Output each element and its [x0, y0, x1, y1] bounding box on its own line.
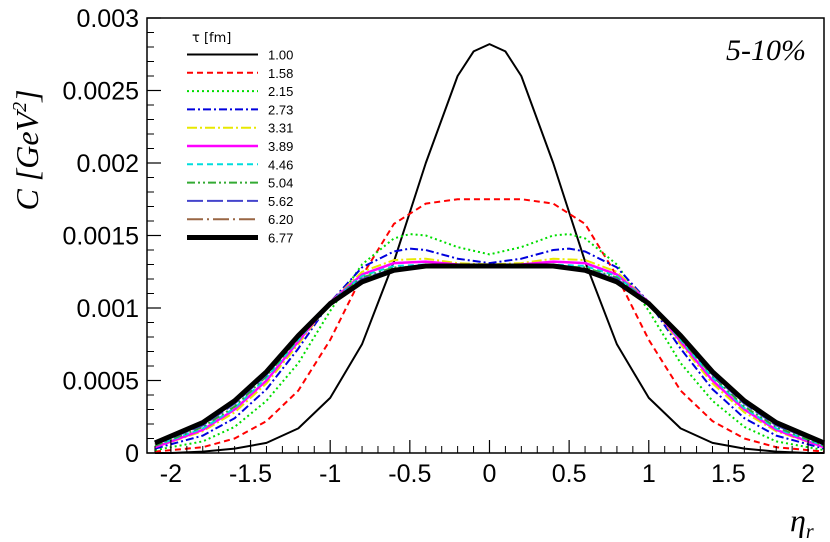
series-line-3: [154, 233, 825, 452]
y-axis-bracket-close: ]: [9, 89, 45, 102]
x-tick-label: 0.5: [552, 460, 587, 488]
series-layer: [154, 43, 825, 454]
legend-label-6: 3.89: [268, 139, 293, 154]
x-axis-subscript: r: [806, 521, 814, 542]
y-axis-title: C [GeV2]: [9, 89, 45, 210]
y-tick-label: 0.003: [76, 5, 139, 33]
legend-title: τ [fm]: [192, 31, 231, 46]
series-line-5: [154, 257, 825, 449]
legend-label-2: 1.58: [268, 66, 293, 81]
series-line-1: [155, 43, 824, 454]
x-tick-label: 0: [483, 460, 497, 488]
y-axis-bracket-open: [: [9, 167, 45, 181]
y-tick-label: 0.0015: [63, 223, 139, 251]
legend-label-5: 3.31: [268, 121, 293, 136]
x-tick-label: 1: [642, 460, 656, 488]
y-tick-label: 0.0025: [63, 78, 139, 106]
series-line-2: [154, 198, 825, 453]
legend-label-8: 5.04: [268, 176, 293, 191]
y-tick-label: 0.002: [76, 150, 139, 178]
x-tick-label: -1.5: [229, 460, 272, 488]
y-tick-label: 0: [125, 440, 139, 468]
x-tick-label: -2: [160, 460, 182, 488]
x-tick-label: -1: [319, 460, 341, 488]
legend: τ [fm] 1.00 1.58 2.15 2.73 3.31 3.89 4.46 5.04 5…: [187, 31, 293, 246]
legend-label-10: 6.20: [268, 212, 293, 227]
series-line-11: [154, 263, 825, 446]
annotation-centrality: 5-10%: [726, 34, 806, 67]
legend-label-4: 2.73: [268, 102, 293, 117]
x-tick-label: -0.5: [388, 460, 431, 488]
y-tick-label: 0.001: [76, 295, 139, 323]
y-axis-unit: GeV: [9, 108, 45, 168]
legend-label-3: 2.15: [268, 84, 293, 99]
y-tick-label: 0.0005: [63, 368, 139, 396]
y-axis-symbol: C: [9, 181, 45, 210]
legend-label-11: 6.77: [268, 231, 293, 246]
legend-label-7: 4.46: [268, 157, 293, 172]
x-axis-title: ηr: [790, 502, 814, 542]
series-line-4: [154, 247, 825, 450]
legend-label-9: 5.62: [268, 194, 293, 209]
ticks-layer: -2 -1.5 -1 -0.5 0 0.5 1 1.5 2 0 0.0005 0.001 0.0015 0…: [63, 5, 825, 488]
legend-label-1: 1.00: [268, 48, 293, 63]
x-tick-label: 2: [801, 460, 815, 488]
x-axis-symbol: η: [790, 502, 806, 538]
x-tick-label: 1.5: [711, 460, 746, 488]
y-axis-unit-exponent: 2: [9, 102, 31, 112]
